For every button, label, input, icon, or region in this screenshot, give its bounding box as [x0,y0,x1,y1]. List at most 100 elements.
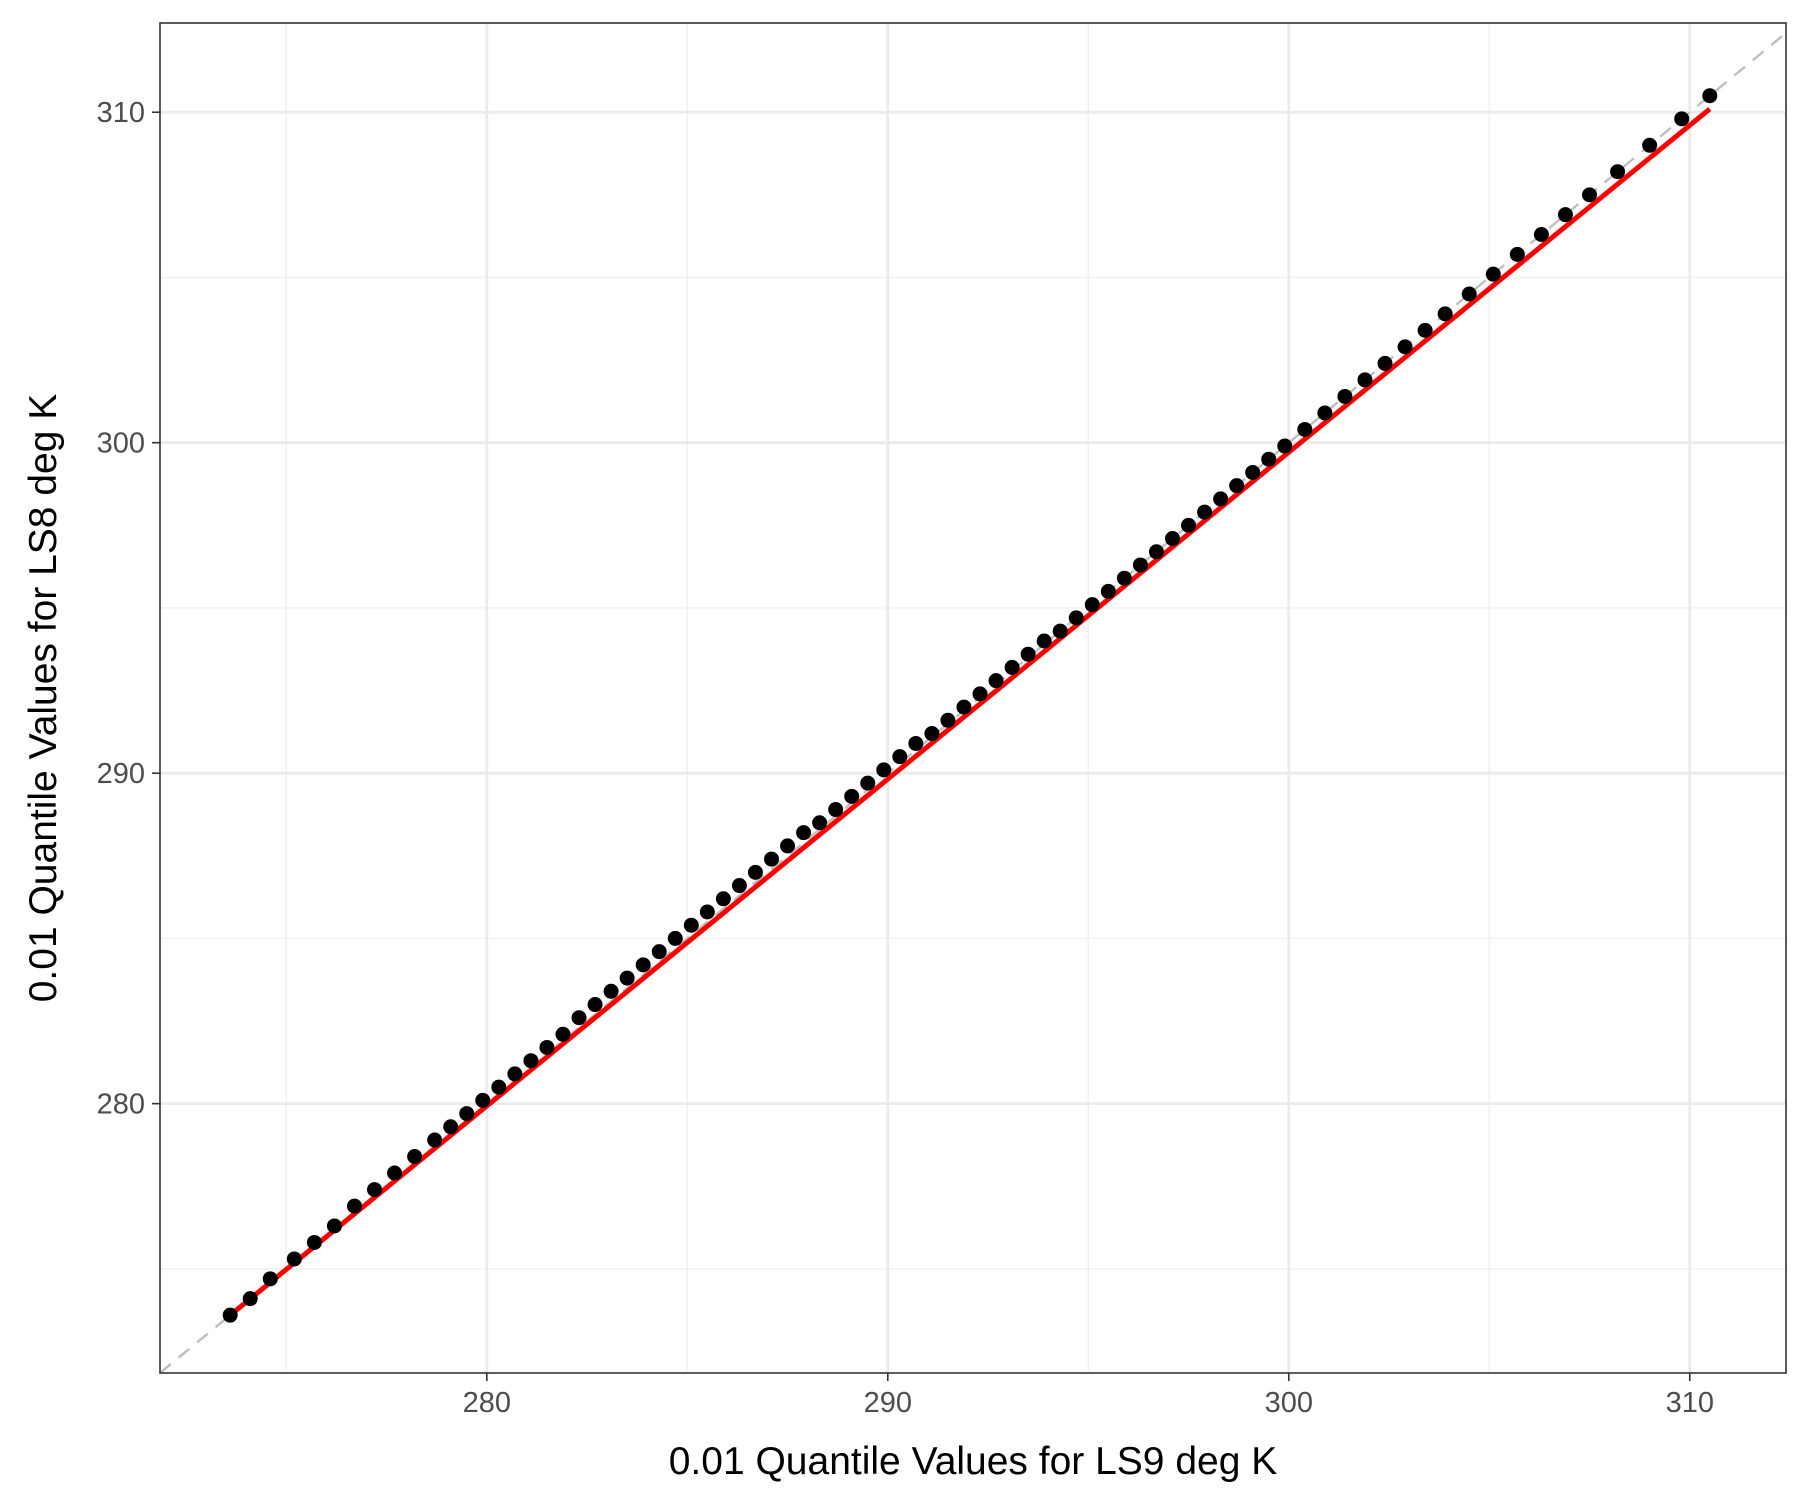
x-tick-label: 310 [1666,1387,1714,1419]
data-point [876,762,892,778]
data-point [443,1119,459,1135]
data-point [1377,355,1393,371]
data-point [1642,137,1658,153]
y-tick-label: 310 [97,97,145,129]
data-point [555,1026,571,1042]
data-point [1164,531,1180,547]
data-point [1582,187,1598,203]
data-point [764,851,780,867]
data-point [972,686,988,702]
data-point [988,673,1004,689]
data-point [1317,405,1333,421]
data-point [780,838,796,854]
data-point [908,735,924,751]
y-tick-label: 290 [97,758,145,790]
data-point [1229,478,1245,494]
data-point [860,775,876,791]
data-point [1020,646,1036,662]
data-point [1397,339,1413,355]
x-tick-label: 290 [864,1387,912,1419]
data-point [603,983,619,999]
y-tick-label: 300 [97,428,145,460]
data-point [587,997,603,1013]
data-point [1052,623,1068,639]
data-point [1509,246,1525,262]
data-point [1132,557,1148,573]
data-point [407,1149,423,1165]
data-point [507,1066,523,1082]
minor-gridlines [160,23,1786,1373]
data-point [367,1182,383,1198]
data-point [1485,266,1501,282]
data-point [1674,111,1690,127]
data-point [699,904,715,920]
x-axis-ticks: 280 290 300 310 [463,1373,1714,1419]
data-point [387,1165,403,1181]
data-point [1702,88,1718,104]
data-point [1181,517,1197,533]
data-point [715,891,731,907]
data-point [475,1092,491,1108]
data-point [1557,207,1573,223]
data-point [1610,164,1626,180]
data-point [940,712,956,728]
data-point [571,1010,587,1026]
data-point [1337,388,1353,404]
data-point [796,825,812,841]
data-point [306,1234,322,1250]
data-point [731,878,747,894]
data-point [1197,504,1213,520]
data-point [1004,659,1020,675]
data-point [326,1218,342,1234]
data-point [1261,451,1277,467]
data-point [747,864,763,880]
data-point [924,726,940,742]
data-point [491,1079,507,1095]
data-point [1036,633,1052,649]
data-point [1297,421,1313,437]
data-point [346,1198,362,1214]
y-axis-title: 0.01 Quantile Values for LS8 deg K [22,394,65,1003]
y-axis-ticks: 280 290 300 310 [97,97,160,1121]
x-axis-title: 0.01 Quantile Values for LS9 deg K [669,1440,1278,1483]
data-point [619,970,635,986]
data-point [262,1271,278,1287]
major-gridlines [160,23,1786,1373]
data-points [222,88,1718,1323]
data-point [222,1307,238,1323]
fit-line-group [228,106,1712,1318]
data-point [651,944,667,960]
data-point [844,788,860,804]
data-point [1277,438,1293,454]
data-point [956,699,972,715]
data-point [1461,286,1477,302]
data-point [539,1039,555,1055]
data-point [427,1132,443,1148]
data-point [667,930,683,946]
data-point [1116,570,1132,586]
data-point [1100,583,1116,599]
data-point [635,957,651,973]
data-point [812,815,828,831]
y-tick-label: 280 [97,1089,145,1121]
fit-line [228,106,1712,1318]
data-point [459,1106,475,1122]
panel-border [159,22,1787,1374]
data-point [286,1251,302,1267]
data-point [1068,610,1084,626]
data-point [242,1291,258,1307]
data-point [1417,322,1433,338]
data-point [1084,597,1100,613]
data-point [1213,491,1229,507]
data-point [1148,544,1164,560]
data-point [1533,227,1549,243]
x-tick-label: 300 [1265,1387,1313,1419]
data-point [1245,464,1261,480]
x-tick-label: 280 [463,1387,511,1419]
data-point [892,749,908,765]
data-point [1357,372,1373,388]
data-point [683,917,699,933]
data-point [1437,306,1453,322]
data-point [523,1053,539,1069]
